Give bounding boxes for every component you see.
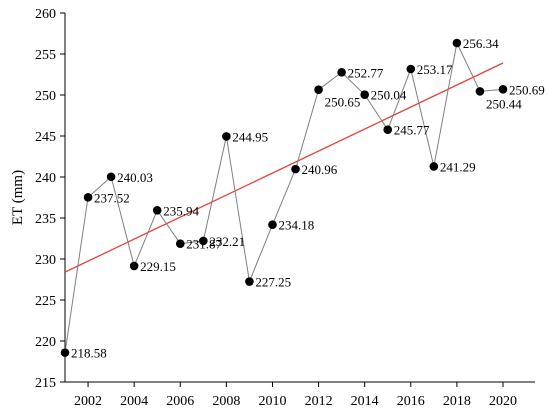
x-tick-label: 2008 bbox=[212, 394, 240, 409]
data-label: 232.21 bbox=[209, 234, 245, 249]
data-label: 229.15 bbox=[140, 259, 176, 274]
y-tick-label: 260 bbox=[35, 7, 56, 22]
x-tick-label: 2002 bbox=[74, 394, 102, 409]
data-point bbox=[314, 85, 323, 94]
data-point bbox=[406, 64, 416, 74]
data-label: 235.94 bbox=[163, 203, 199, 218]
data-point bbox=[175, 239, 185, 248]
y-tick-label: 220 bbox=[35, 335, 56, 350]
data-label: 250.04 bbox=[371, 88, 407, 103]
data-point bbox=[222, 132, 231, 141]
data-label: 227.25 bbox=[255, 275, 291, 290]
data-label: 245.77 bbox=[394, 123, 430, 138]
data-label: 250.44 bbox=[486, 96, 522, 111]
y-tick-label: 240 bbox=[35, 171, 56, 186]
data-point bbox=[383, 125, 393, 134]
data-label: 231.87 bbox=[186, 237, 222, 252]
data-point bbox=[360, 90, 369, 99]
data-point bbox=[60, 348, 70, 357]
data-point bbox=[291, 164, 300, 174]
data-label: 244.95 bbox=[232, 129, 268, 144]
x-tick-label: 2006 bbox=[166, 394, 194, 409]
data-point bbox=[429, 162, 439, 171]
x-tick-label: 2012 bbox=[305, 394, 333, 409]
series-line bbox=[64, 41, 504, 353]
data-point bbox=[268, 220, 277, 230]
data-points bbox=[60, 38, 508, 357]
data-label: 250.65 bbox=[325, 95, 361, 110]
x-tick-label: 2016 bbox=[397, 394, 425, 409]
y-tick-label: 245 bbox=[35, 130, 56, 145]
trend-line bbox=[64, 62, 504, 273]
data-point bbox=[83, 193, 93, 202]
y-tick-label: 225 bbox=[35, 294, 56, 309]
y-tick-label: 215 bbox=[35, 376, 56, 391]
data-point bbox=[452, 38, 462, 48]
x-tick-label: 2014 bbox=[351, 394, 379, 409]
data-label: 241.29 bbox=[440, 159, 476, 174]
data-point bbox=[498, 85, 508, 94]
data-labels: 218.58 237.52 240.03 229.15 235.94 231.87232.… bbox=[71, 36, 545, 361]
data-label: 237.52 bbox=[94, 190, 130, 205]
data-label: 234.18 bbox=[278, 218, 314, 233]
x-tick-label: 2018 bbox=[443, 394, 471, 409]
data-label: 240.96 bbox=[302, 162, 338, 177]
data-point bbox=[475, 87, 485, 96]
data-point bbox=[152, 205, 162, 215]
data-label: 250.69 bbox=[509, 82, 545, 97]
data-point bbox=[245, 277, 254, 286]
data-point bbox=[337, 67, 346, 77]
x-tick-label: 2004 bbox=[120, 394, 148, 409]
y-tick-label: 235 bbox=[35, 212, 56, 227]
data-label: 218.58 bbox=[71, 346, 107, 361]
x-tick-label: 2010 bbox=[258, 394, 286, 409]
x-axis-ticks: 2002 2004 2006 2008 2010 2012 2014 2016 2018 2020 bbox=[74, 382, 517, 409]
y-tick-label: 250 bbox=[35, 89, 56, 104]
data-label: 253.17 bbox=[417, 62, 453, 77]
y-axis-ticks: 215 220 225 230 235 240 245 250 255 260 bbox=[35, 7, 65, 391]
x-tick-label: 2020 bbox=[489, 394, 517, 409]
data-label: 240.03 bbox=[117, 170, 153, 185]
y-tick-label: 255 bbox=[35, 48, 56, 63]
data-point bbox=[199, 236, 208, 246]
data-point bbox=[106, 172, 116, 182]
data-label: 256.34 bbox=[463, 36, 499, 51]
data-point bbox=[129, 261, 139, 271]
y-axis-title: ET (mm) bbox=[10, 170, 26, 225]
y-tick-label: 230 bbox=[35, 253, 56, 268]
data-label: 252.77 bbox=[348, 65, 384, 80]
